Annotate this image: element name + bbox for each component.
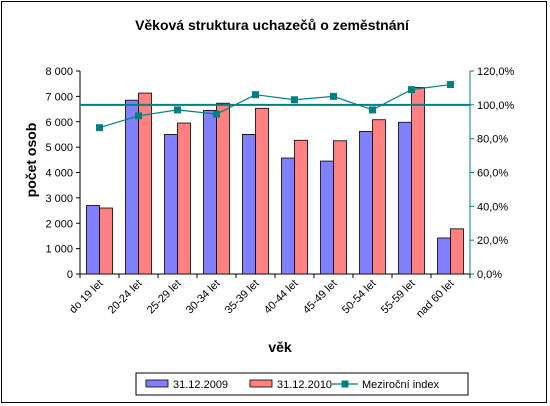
y-tick-label: 7 000 (45, 91, 73, 103)
y-tick-label: 4 000 (45, 168, 73, 180)
y-tick-label: 8 000 (45, 66, 73, 78)
x-tick-label: 55-59 let (379, 278, 418, 317)
x-tick-label: nad 60 let (414, 278, 457, 321)
x-tick-label: 40-44 let (262, 278, 301, 317)
bar (398, 121, 412, 275)
x-tick-label: 35-39 let (223, 278, 262, 317)
y2-tick-label: 60,0% (477, 168, 508, 180)
index-point (252, 91, 259, 99)
index-point (447, 81, 454, 89)
index-point (213, 110, 220, 118)
index-point (96, 124, 103, 132)
index-point (369, 106, 376, 114)
legend-swatch-2010 (249, 379, 273, 388)
y-tick-label: 6 000 (45, 117, 73, 129)
y2-tick-label: 40,0% (477, 201, 508, 213)
y-tick-label: 2 000 (45, 218, 73, 230)
y-tick-label: 1 000 (45, 244, 73, 256)
index-point (174, 106, 181, 114)
chart-title: Věková struktura uchazečů o zeměstnání (135, 17, 410, 33)
index-point (330, 92, 337, 100)
bar (437, 237, 451, 275)
y-tick-label: 0 (67, 269, 73, 281)
bar (177, 122, 191, 275)
y-axis-label: počet osob (23, 123, 39, 198)
x-axis-label: věk (268, 339, 292, 355)
bar (203, 109, 217, 275)
bar (320, 160, 334, 275)
bar (86, 205, 100, 275)
y2-tick-label: 100,0% (477, 100, 515, 112)
legend-label-2010: 31.12.2010 (277, 379, 332, 391)
legend-label-2009: 31.12.2009 (173, 379, 228, 391)
y2-tick-label: 20,0% (477, 235, 508, 247)
y-tick-label: 5 000 (45, 142, 73, 154)
index-point (291, 96, 298, 104)
x-tick-label: 25-29 let (145, 278, 184, 317)
bar (216, 102, 230, 275)
x-tick-label: do 19 let (67, 278, 105, 316)
x-tick-label: 20-24 let (106, 278, 145, 317)
bar (242, 134, 256, 275)
y2-tick-label: 80,0% (477, 134, 508, 146)
bar (255, 107, 269, 275)
bar (372, 119, 386, 275)
x-tick-label: 30-34 let (184, 278, 223, 317)
index-point (135, 112, 142, 120)
index-line (99, 83, 451, 129)
bar (164, 134, 178, 275)
x-tick-label: 45-49 let (301, 278, 340, 317)
bar (333, 140, 347, 275)
bar (138, 92, 152, 275)
bar (125, 99, 139, 275)
index-point (408, 86, 415, 94)
bar (411, 87, 425, 275)
x-tick-label: 50-54 let (340, 278, 379, 317)
legend-marker-index (341, 380, 349, 388)
legend-label-index: Meziroční index (362, 379, 440, 391)
bar (359, 130, 373, 275)
legend: 31.12.2009 31.12.2010 Meziroční index (135, 372, 469, 396)
plot-area: 0 1 000 2 000 3 000 4 000 5 000 6 000 7 000 8 00… (45, 66, 514, 320)
y2-tick-label: 0,0% (477, 269, 502, 281)
y-tick-label: 3 000 (45, 193, 73, 205)
legend-swatch-2009 (145, 379, 169, 388)
bar (294, 139, 308, 275)
bar (281, 157, 295, 275)
bar (450, 228, 464, 275)
y2-tick-label: 120,0% (477, 66, 515, 78)
legend-box (135, 372, 469, 396)
bar (99, 207, 113, 275)
